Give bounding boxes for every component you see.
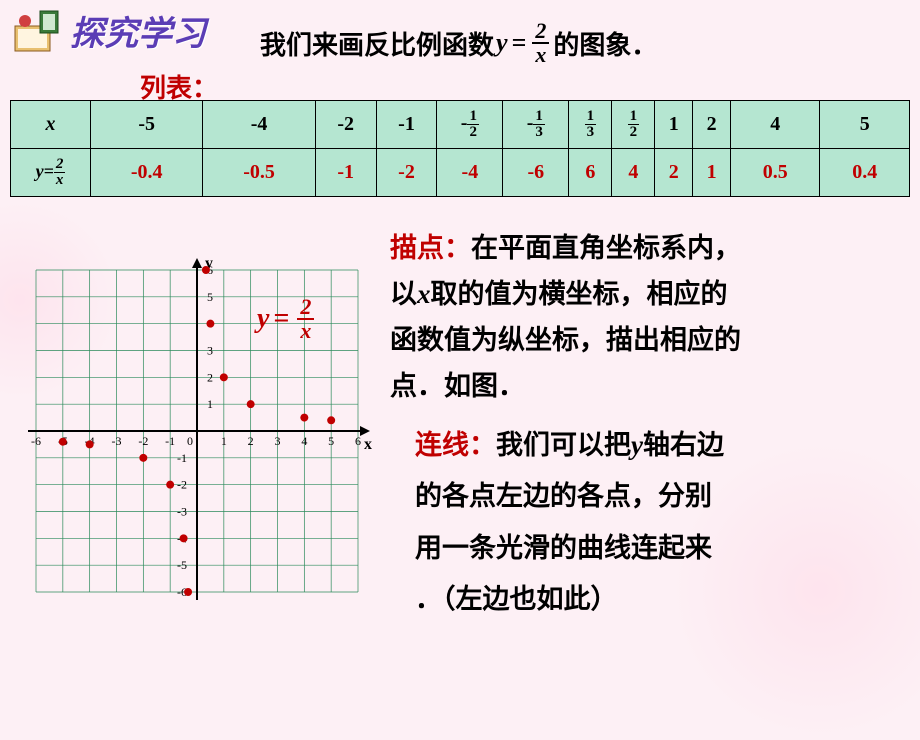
table-cell: 4	[612, 149, 655, 197]
intro-prefix: 我们来画反比例函数	[260, 25, 494, 62]
svg-text:x: x	[364, 436, 372, 453]
table-row-x: x -5 -4 -2 -1 -12 -13 13 12 1 2 4 5	[11, 101, 910, 149]
eq-frac: 2 x	[532, 20, 549, 66]
book-icon	[10, 6, 65, 56]
table-cell: -0.4	[91, 149, 203, 197]
header-title: 探究学习	[70, 6, 206, 55]
table-cell: 0.5	[731, 149, 820, 197]
svg-text:1: 1	[221, 434, 227, 448]
table-cell: -2	[376, 149, 437, 197]
table-cell: -12	[437, 101, 503, 149]
svg-text:-1: -1	[165, 434, 175, 448]
eq-eq: =	[512, 28, 527, 58]
svg-text:-1: -1	[177, 451, 187, 465]
svg-text:-3: -3	[177, 505, 187, 519]
table-cell: 4	[731, 101, 820, 149]
svg-text:5: 5	[328, 434, 334, 448]
chart-svg: -6-5-4-3-2-1123456-6-5-4-3-2-11234560xy	[12, 246, 382, 616]
table-cell: 12	[612, 101, 655, 149]
y-header: y=2x	[11, 149, 91, 197]
svg-text:6: 6	[355, 434, 361, 448]
svg-text:-5: -5	[177, 558, 187, 572]
table-cell: 6	[569, 149, 612, 197]
svg-text:1: 1	[207, 397, 213, 411]
svg-text:2: 2	[207, 370, 213, 384]
table-cell: 2	[655, 149, 693, 197]
table-cell: 13	[569, 101, 612, 149]
table-cell: -5	[91, 101, 203, 149]
svg-text:0: 0	[187, 434, 193, 448]
table-cell: -2	[315, 101, 376, 149]
table-cell: -1	[376, 101, 437, 149]
svg-text:3: 3	[275, 434, 281, 448]
svg-text:3: 3	[207, 344, 213, 358]
intro-text: 我们来画反比例函数 y = 2 x 的图象．	[260, 20, 657, 66]
table-cell: 5	[820, 101, 910, 149]
desc1-label: 描点：	[390, 233, 471, 263]
svg-text:-3: -3	[112, 434, 122, 448]
desc-connect-line: 连线：我们可以把y轴右边 的各点左边的各点，分别 用一条光滑的曲线连起来 ．（左…	[415, 420, 910, 625]
table-cell: -1	[315, 149, 376, 197]
table-cell: 0.4	[820, 149, 910, 197]
svg-text:-2: -2	[177, 478, 187, 492]
desc-plot-points: 描点：在平面直角坐标系内， 以x取的值为横坐标，相应的 函数值为纵坐标，描出相应…	[390, 226, 910, 410]
table-cell: 1	[693, 149, 731, 197]
table-cell: -6	[503, 149, 569, 197]
table-row-y: y=2x -0.4 -0.5 -1 -2 -4 -6 6 4 2 1 0.5 0…	[11, 149, 910, 197]
intro-suffix: 的图象．	[553, 25, 657, 62]
svg-text:2: 2	[248, 434, 254, 448]
eq-lhs: y	[496, 28, 508, 58]
table-cell: 2	[693, 101, 731, 149]
table-cell: -0.5	[203, 149, 315, 197]
svg-text:-2: -2	[138, 434, 148, 448]
chart: -6-5-4-3-2-1123456-6-5-4-3-2-11234560xy …	[12, 246, 382, 616]
chart-equation-label: y = 2x	[257, 296, 318, 342]
desc2-label: 连线：	[415, 430, 496, 460]
table-cell: -4	[203, 101, 315, 149]
table-cell: 1	[655, 101, 693, 149]
table-cell: -4	[437, 149, 503, 197]
data-table: x -5 -4 -2 -1 -12 -13 13 12 1 2 4 5 y=2x…	[10, 100, 910, 197]
svg-text:-6: -6	[31, 434, 41, 448]
svg-text:4: 4	[301, 434, 307, 448]
table-cell: -13	[503, 101, 569, 149]
svg-text:5: 5	[207, 290, 213, 304]
x-header: x	[11, 101, 91, 149]
